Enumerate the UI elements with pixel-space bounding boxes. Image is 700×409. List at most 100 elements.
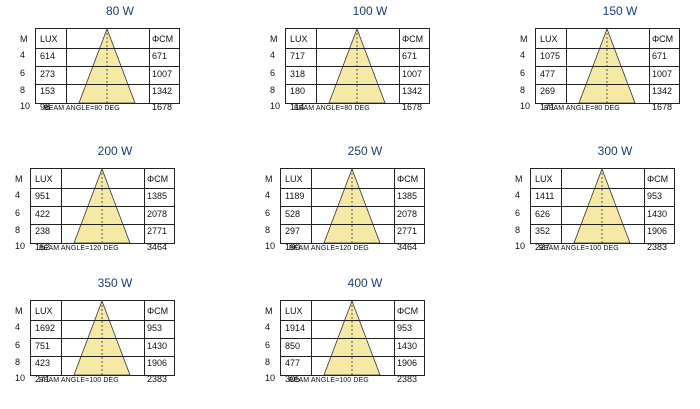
- distance-value: 4: [20, 50, 26, 60]
- beam-angle-label: BEAM ANGLE=80 DEG: [544, 105, 620, 112]
- panel-100w: 100 W M 4 6 8 10 LUX ΦCM 717 671 318 1007 180 1342 114…: [270, 4, 470, 124]
- photometric-grid: LUX ΦCM 1075 671 477 1007 269 1342 171 1678: [535, 28, 680, 112]
- fcm-value: 2078: [397, 209, 418, 219]
- fcm-value: 671: [152, 51, 168, 61]
- fcm-value: 1678: [152, 102, 173, 112]
- lux-value: 227: [535, 242, 551, 252]
- lux-value: 114: [290, 102, 305, 112]
- lux-value: 1692: [35, 323, 56, 333]
- power-title: 250 W: [347, 144, 383, 158]
- lux-value: 1914: [285, 323, 306, 333]
- fcm-value: 1678: [402, 102, 423, 112]
- distance-value: 10: [270, 101, 281, 111]
- distance-value: 10: [265, 373, 276, 383]
- distance-value: 4: [15, 322, 21, 332]
- panel-80w: 80 W M 4 6 8 10 LUX ΦCM 614 671 273 1007 153 1342 98 16…: [20, 4, 220, 124]
- photometric-grid: LUX ΦCM 1411 953 626 1430 352 1906 227 2383: [530, 168, 675, 252]
- grid-hline: [36, 66, 179, 67]
- distance-value: 6: [265, 208, 271, 218]
- lux-value: 98: [40, 102, 51, 112]
- fcm-value: 1906: [147, 358, 168, 368]
- grid-hline: [531, 224, 674, 225]
- m-header: M: [520, 34, 528, 44]
- fcm-value: 3464: [147, 242, 168, 252]
- power-title: 400 W: [347, 276, 383, 290]
- m-header: M: [15, 174, 23, 184]
- distance-value: 10: [515, 241, 526, 251]
- fcm-value: 2383: [647, 242, 668, 252]
- distance-value: 8: [515, 225, 521, 235]
- fcm-value: 953: [147, 323, 163, 333]
- distance-value: 8: [265, 225, 271, 235]
- m-header: M: [15, 306, 23, 316]
- panel-200w: 200 W M 4 6 8 10 LUX ΦCM 951 1385 422 2078 238 2771 15…: [15, 144, 215, 264]
- fcm-value: 1430: [647, 209, 668, 219]
- distance-value: 10: [20, 101, 31, 111]
- grid-hline: [531, 206, 674, 207]
- m-header: M: [265, 306, 273, 316]
- lux-value: 297: [285, 226, 301, 236]
- grid-hline: [31, 206, 174, 207]
- grid-hline: [286, 66, 429, 67]
- lux-value: 273: [40, 69, 56, 79]
- distance-value: 10: [15, 241, 26, 251]
- grid-hline: [31, 224, 174, 225]
- lux-value: 614: [40, 51, 56, 61]
- lux-value: 850: [285, 341, 301, 351]
- fcm-value: 1007: [402, 69, 423, 79]
- fcm-header: ΦCM: [647, 174, 669, 184]
- lux-value: 626: [535, 209, 551, 219]
- distance-value: 8: [15, 225, 21, 235]
- grid-hline: [31, 188, 174, 189]
- distance-value: 4: [265, 190, 271, 200]
- lux-value: 422: [35, 209, 51, 219]
- lux-value: 152: [35, 242, 51, 252]
- fcm-header: ΦCM: [147, 306, 169, 316]
- fcm-value: 671: [652, 51, 668, 61]
- photometric-grid: LUX ΦCM 1189 1385 528 2078 297 2771 190 3464: [280, 168, 425, 252]
- fcm-value: 1385: [147, 191, 168, 201]
- lux-value: 269: [540, 86, 556, 96]
- distance-value: 6: [15, 340, 21, 350]
- lux-value: 352: [535, 226, 551, 236]
- lux-value: 1075: [540, 51, 561, 61]
- fcm-value: 1906: [647, 226, 668, 236]
- fcm-value: 2383: [397, 374, 418, 384]
- power-title: 300 W: [597, 144, 633, 158]
- fcm-value: 1342: [402, 86, 423, 96]
- fcm-value: 1007: [652, 69, 673, 79]
- grid-hline: [536, 48, 679, 49]
- lux-header: LUX: [40, 34, 58, 44]
- photometric-grid: LUX ΦCM 1914 953 850 1430 477 1906 305 2383: [280, 300, 425, 384]
- grid-hline: [31, 338, 174, 339]
- grid-hline: [281, 338, 424, 339]
- fcm-value: 2078: [147, 209, 168, 219]
- fcm-header: ΦCM: [397, 174, 419, 184]
- distance-value: 10: [265, 241, 276, 251]
- lux-header: LUX: [35, 174, 53, 184]
- distance-value: 6: [270, 68, 276, 78]
- lux-value: 1189: [285, 191, 305, 201]
- fcm-value: 1342: [652, 86, 673, 96]
- grid-hline: [36, 84, 179, 85]
- lux-value: 1411: [535, 191, 555, 201]
- distance-value: 10: [520, 101, 531, 111]
- lux-value: 190: [285, 242, 301, 252]
- panel-400w: 400 W M 4 6 8 10 LUX ΦCM 1914 953 850 1430 477 1906 30…: [265, 276, 465, 396]
- fcm-header: ΦCM: [402, 34, 424, 44]
- beam-angle-label: BEAM ANGLE=120 DEG: [289, 245, 369, 252]
- distance-value: 8: [265, 357, 271, 367]
- lux-value: 305: [285, 374, 301, 384]
- fcm-value: 1430: [397, 341, 418, 351]
- grid-hline: [536, 84, 679, 85]
- lux-value: 180: [290, 86, 306, 96]
- fcm-value: 3464: [397, 242, 418, 252]
- lux-value: 171: [540, 102, 556, 112]
- grid-hline: [286, 48, 429, 49]
- grid-hline: [286, 84, 429, 85]
- beam-angle-label: BEAM ANGLE=80 DEG: [44, 105, 120, 112]
- grid-hline: [31, 356, 174, 357]
- grid-hline: [31, 320, 174, 321]
- lux-value: 477: [540, 69, 556, 79]
- fcm-value: 2383: [147, 374, 168, 384]
